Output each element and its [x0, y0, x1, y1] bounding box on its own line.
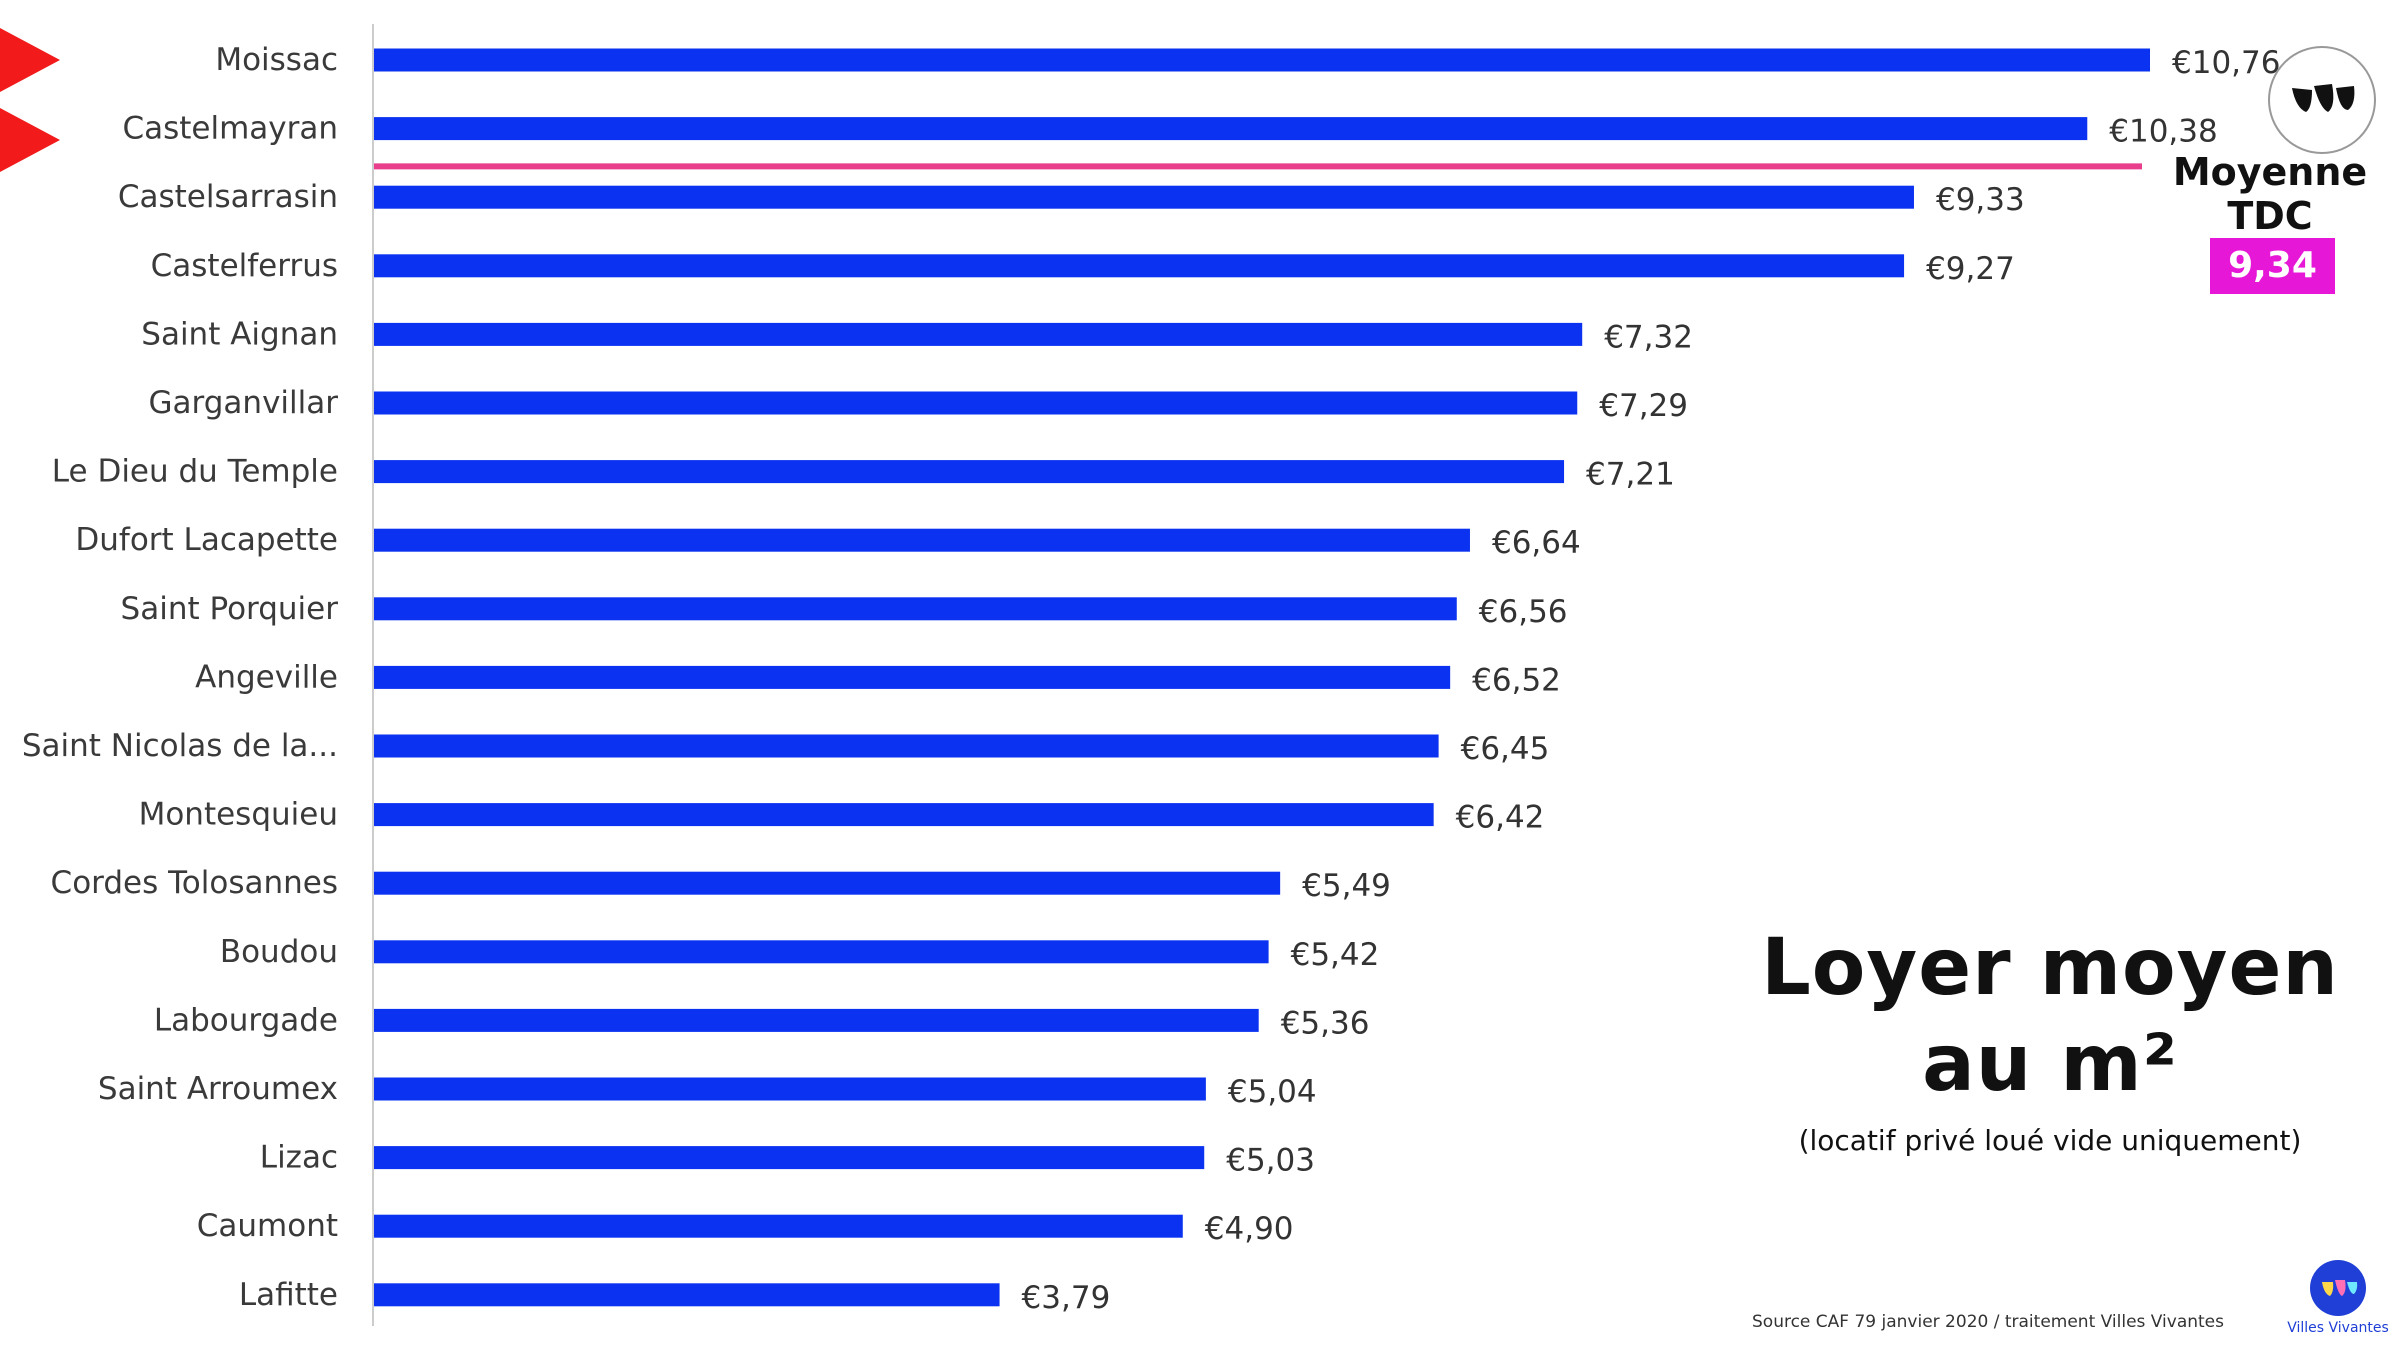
bar-14	[374, 1008, 1259, 1032]
category-label: Le Dieu du Temple	[52, 454, 338, 490]
value-label: €7,32	[1604, 319, 1693, 355]
category-label: Garganvillar	[149, 385, 339, 421]
bar-5	[374, 391, 1578, 415]
category-label: Lafitte	[239, 1277, 338, 1313]
average-value-badge: 9,34 €	[2210, 238, 2335, 342]
value-label: €5,42	[1291, 937, 1380, 973]
bar-3	[374, 254, 1905, 278]
value-label: €6,64	[1492, 525, 1581, 561]
source-note: Source CAF 79 janvier 2020 / traitement …	[1752, 1312, 2224, 1332]
bar-11	[374, 803, 1434, 827]
value-label: €10,38	[2109, 114, 2217, 150]
value-label: €9,27	[1926, 251, 2015, 287]
category-label: Lizac	[260, 1140, 338, 1176]
bar-2	[374, 185, 1914, 209]
value-label: €7,21	[1586, 457, 1675, 493]
bar-16	[374, 1146, 1205, 1170]
bar-9	[374, 665, 1451, 689]
bar-7	[374, 528, 1470, 552]
average-annotation: Moyenne TDC	[2160, 150, 2380, 238]
value-label: €6,52	[1472, 662, 1561, 698]
value-label: €5,36	[1281, 1005, 1370, 1041]
category-label: Labourgade	[154, 1002, 338, 1038]
category-label: Moissac	[215, 42, 338, 78]
value-label: €6,45	[1461, 731, 1550, 767]
villes-vivantes-logo-icon	[2268, 46, 2376, 154]
chart-title-block: Loyer moyen au m² (locatif privé loué vi…	[1680, 920, 2400, 1157]
title-line2: au m²	[1922, 1019, 2178, 1109]
value-label: €9,33	[1936, 182, 2025, 218]
value-label: €3,79	[1022, 1280, 1111, 1316]
value-label: €7,29	[1599, 388, 1688, 424]
bar-6	[374, 460, 1565, 484]
category-label: Saint Aignan	[141, 316, 338, 352]
category-label: Angeville	[195, 659, 338, 695]
bar-18	[374, 1283, 1000, 1307]
category-label: Saint Arroumex	[98, 1071, 338, 1107]
bar-10	[374, 734, 1439, 758]
value-label: €5,03	[1226, 1143, 1315, 1179]
brand-name: Villes Vivantes	[2287, 1320, 2389, 1336]
red-flag-icon	[0, 28, 60, 92]
bar-8	[374, 597, 1457, 621]
category-label: Montesquieu	[139, 797, 338, 833]
category-label: Caumont	[197, 1208, 338, 1244]
bar-17	[374, 1214, 1183, 1238]
category-label: Cordes Tolosannes	[51, 865, 338, 901]
category-label: Castelmayran	[122, 111, 338, 147]
average-label-line2: TDC	[2227, 194, 2313, 238]
category-label: Castelsarrasin	[118, 179, 338, 215]
bar-12	[374, 871, 1281, 895]
value-label: €6,56	[1479, 594, 1568, 630]
value-label: €6,42	[1456, 800, 1545, 836]
bar-0	[374, 48, 2150, 72]
category-label: Castelferrus	[151, 248, 338, 284]
bar-4	[374, 322, 1583, 346]
red-flag-icon	[0, 108, 60, 172]
bar-15	[374, 1077, 1206, 1101]
villes-vivantes-badge-icon	[2310, 1260, 2366, 1316]
value-label: €4,90	[1205, 1211, 1294, 1247]
category-label: Dufort Lacapette	[75, 522, 338, 558]
subtitle: (locatif privé loué vide uniquement)	[1798, 1124, 2302, 1157]
title-line1: Loyer moyen	[1761, 923, 2339, 1013]
category-label: Boudou	[220, 934, 338, 970]
bar-13	[374, 940, 1269, 964]
average-label-line1: Moyenne	[2172, 150, 2368, 194]
value-label: €10,76	[2172, 45, 2280, 81]
value-label: €5,04	[1228, 1074, 1317, 1110]
category-label: Saint Porquier	[121, 591, 339, 627]
bar-1	[374, 117, 2088, 141]
value-label: €5,49	[1302, 868, 1391, 904]
category-label: Saint Nicolas de la...	[22, 728, 338, 764]
